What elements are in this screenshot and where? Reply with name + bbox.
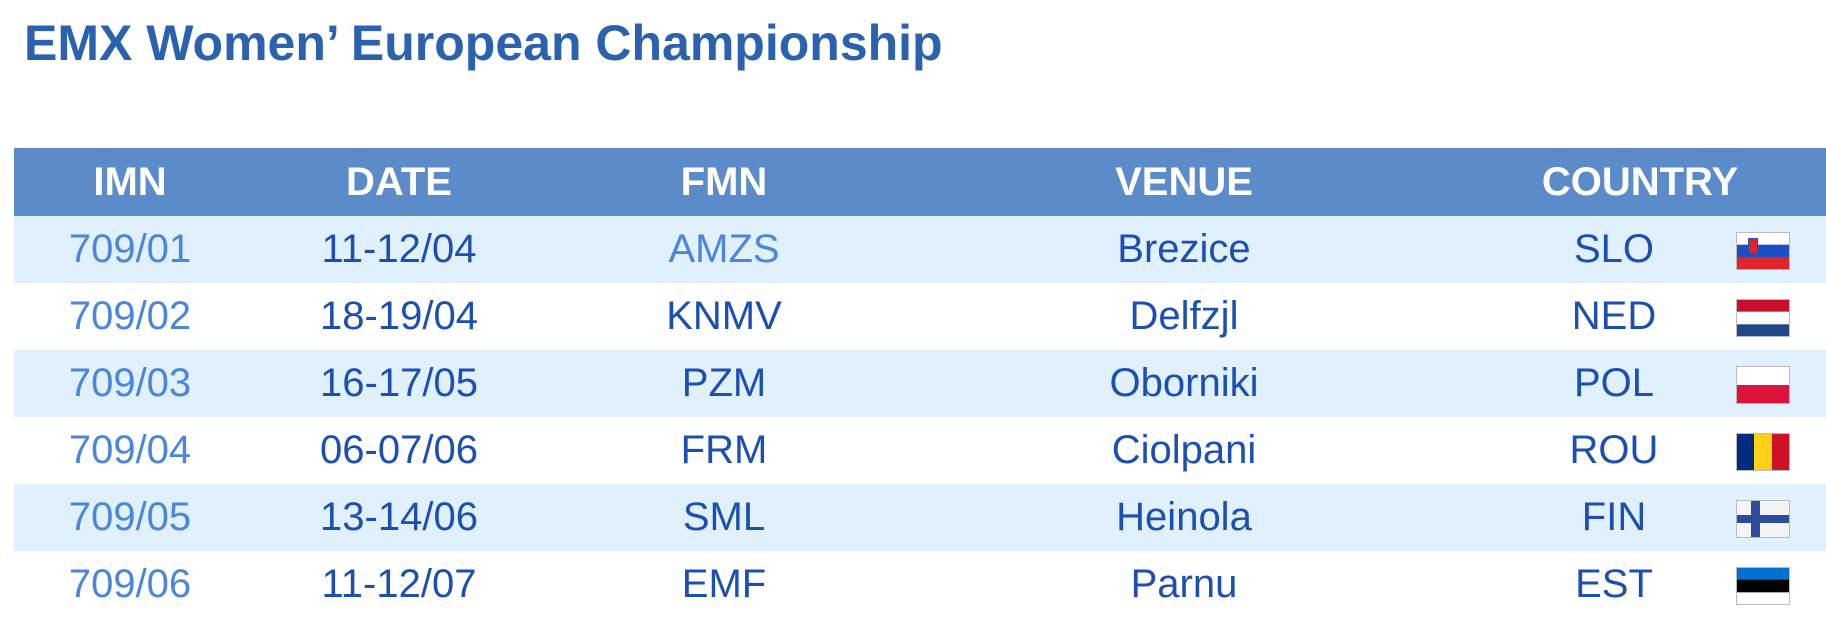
page-title: EMX Women’ European Championship bbox=[24, 15, 943, 71]
fmn-cell: EMF bbox=[681, 562, 767, 606]
venue-cell: Oborniki bbox=[1109, 361, 1259, 405]
fmn-cell: KNMV bbox=[666, 294, 782, 338]
flag-icon bbox=[1736, 500, 1790, 538]
column-header: VENUE bbox=[1115, 159, 1253, 204]
venue-cell: Ciolpani bbox=[1111, 428, 1257, 472]
venue-cell: Parnu bbox=[1130, 562, 1238, 606]
imn-cell[interactable]: 709/01 bbox=[68, 227, 192, 271]
table-row: 709/02 18-19/04 KNMV Delfzjl NED bbox=[14, 283, 1826, 350]
column-header: IMN bbox=[93, 159, 167, 204]
column-header: FMN bbox=[680, 159, 768, 204]
table-row: 709/04 06-07/06 FRM Ciolpani ROU bbox=[14, 417, 1826, 484]
date-cell: 13-14/06 bbox=[320, 495, 478, 539]
fmn-cell[interactable]: AMZS bbox=[668, 227, 780, 271]
flag-icon bbox=[1736, 433, 1790, 471]
country-cell: NED bbox=[1571, 294, 1657, 338]
venue-cell: Brezice bbox=[1117, 227, 1251, 271]
table-row: 709/01 11-12/04 AMZS Brezice SLO bbox=[14, 216, 1826, 283]
date-cell: 06-07/06 bbox=[320, 428, 478, 472]
table-row: 709/05 13-14/06 SML Heinola FIN bbox=[14, 484, 1826, 551]
flag-icon bbox=[1736, 567, 1790, 605]
imn-cell[interactable]: 709/06 bbox=[68, 562, 192, 606]
fmn-cell: SML bbox=[682, 495, 766, 539]
header-row: IMN DATE FMN VENUE COUNTRY bbox=[14, 148, 1826, 216]
venue-cell: Delfzjl bbox=[1129, 294, 1239, 338]
schedule-table: IMN DATE FMN VENUE COUNTRY 709/01 11-12/04 AMZS… bbox=[14, 148, 1826, 618]
imn-cell[interactable]: 709/05 bbox=[68, 495, 192, 539]
fmn-cell: FRM bbox=[680, 428, 768, 472]
table-row: 709/06 11-12/07 EMF Parnu EST bbox=[14, 551, 1826, 618]
country-cell: FIN bbox=[1581, 495, 1647, 539]
country-cell: ROU bbox=[1569, 428, 1659, 472]
country-cell: SLO bbox=[1573, 227, 1655, 271]
venue-cell: Heinola bbox=[1116, 495, 1252, 539]
flag-icon bbox=[1736, 232, 1790, 270]
table-row: 709/03 16-17/05 PZM Oborniki POL bbox=[14, 350, 1826, 417]
flag-icon bbox=[1736, 366, 1790, 404]
column-header: DATE bbox=[346, 159, 452, 204]
date-cell: 18-19/04 bbox=[320, 294, 478, 338]
country-cell: POL bbox=[1573, 361, 1655, 405]
flag-icon bbox=[1736, 299, 1790, 337]
date-cell: 16-17/05 bbox=[320, 361, 478, 405]
date-cell: 11-12/07 bbox=[321, 562, 477, 606]
column-header: COUNTRY bbox=[1541, 159, 1739, 204]
country-cell: EST bbox=[1575, 562, 1653, 606]
fmn-cell: PZM bbox=[681, 361, 767, 405]
imn-cell[interactable]: 709/02 bbox=[68, 294, 192, 338]
date-cell: 11-12/04 bbox=[321, 227, 477, 271]
imn-cell[interactable]: 709/04 bbox=[68, 428, 192, 472]
imn-cell[interactable]: 709/03 bbox=[68, 361, 192, 405]
